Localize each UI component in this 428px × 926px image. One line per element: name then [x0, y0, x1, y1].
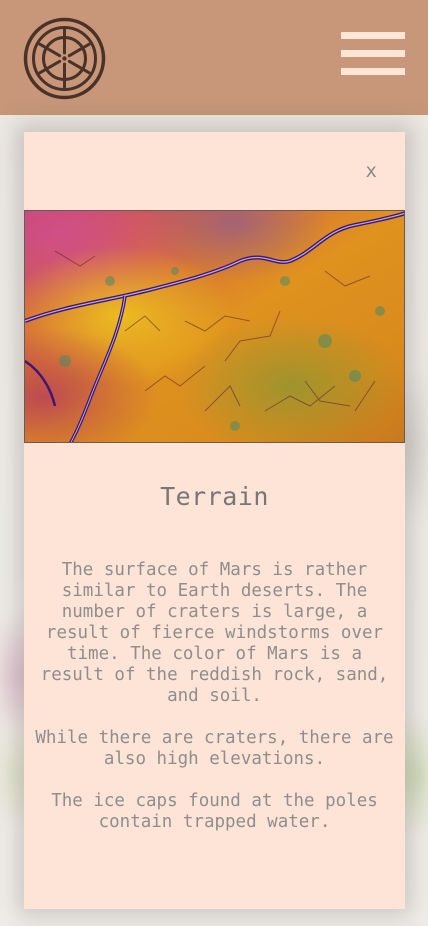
- terrain-modal: x: [24, 132, 405, 909]
- top-header: [0, 0, 428, 115]
- paragraph-surface: The surface of Mars is rather similar to…: [40, 560, 389, 706]
- menu-bar-top: [341, 32, 405, 39]
- menu-bar-bottom: [341, 68, 405, 75]
- terrain-image: [24, 210, 405, 443]
- paragraph-ice-caps: The ice caps found at the poles contain …: [51, 791, 378, 832]
- menu-bar-middle: [341, 50, 405, 57]
- close-button[interactable]: x: [365, 160, 377, 182]
- hamburger-menu-icon[interactable]: [341, 32, 405, 75]
- modal-title: Terrain: [160, 482, 269, 511]
- ship-wheel-icon[interactable]: [23, 17, 106, 100]
- paragraph-elevations: While there are craters, there are also …: [35, 728, 394, 769]
- modal-body: The surface of Mars is rather similar to…: [32, 560, 397, 854]
